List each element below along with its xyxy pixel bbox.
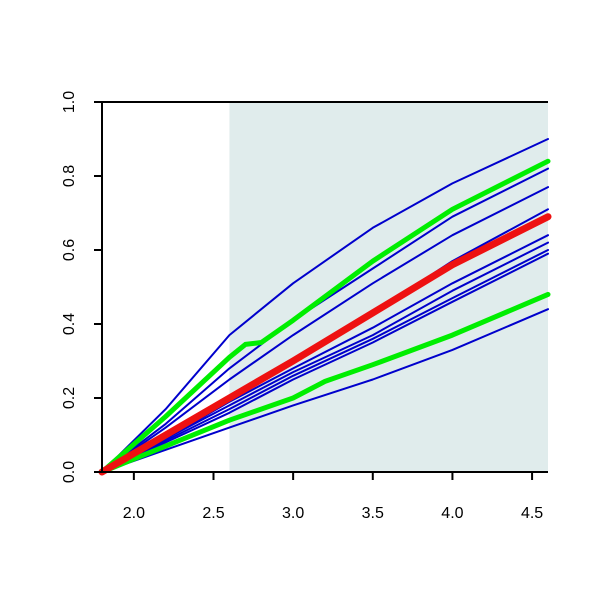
axis-layer: 0.0 0.2 0.4 0.6 0.8 1.0 2.0 2.5 3.0 3.5 4.0 4.5 — [61, 91, 548, 522]
shaded-region — [229, 102, 548, 472]
x-tick-label: 4.0 — [441, 505, 463, 522]
x-tick-label: 2.5 — [202, 505, 224, 522]
y-tick-label: 0.2 — [61, 387, 78, 409]
bounds-line-9 — [99, 158, 551, 475]
y-tick-label: 0.4 — [61, 313, 78, 335]
ensemble-line-6 — [101, 249, 549, 473]
ensemble-line-7 — [101, 252, 549, 473]
bounds-line-10 — [99, 291, 551, 475]
x-tick-label: 3.0 — [282, 505, 304, 522]
y-tick-label: 1.0 — [61, 91, 78, 113]
central-line-11 — [98, 213, 552, 476]
y-tick-label: 0.8 — [61, 165, 78, 187]
x-tick-label: 4.5 — [521, 505, 543, 522]
ensemble-line-0 — [101, 138, 549, 473]
ensemble-line-8 — [101, 308, 549, 473]
ensemble-line-2 — [101, 186, 549, 473]
series-layer — [98, 138, 552, 476]
x-tick-label: 3.5 — [362, 505, 384, 522]
x-tick-label: 2.0 — [123, 505, 145, 522]
y-tick-label: 0.6 — [61, 239, 78, 261]
y-tick-label: 0.0 — [61, 461, 78, 483]
shaded-region-layer — [229, 102, 548, 472]
